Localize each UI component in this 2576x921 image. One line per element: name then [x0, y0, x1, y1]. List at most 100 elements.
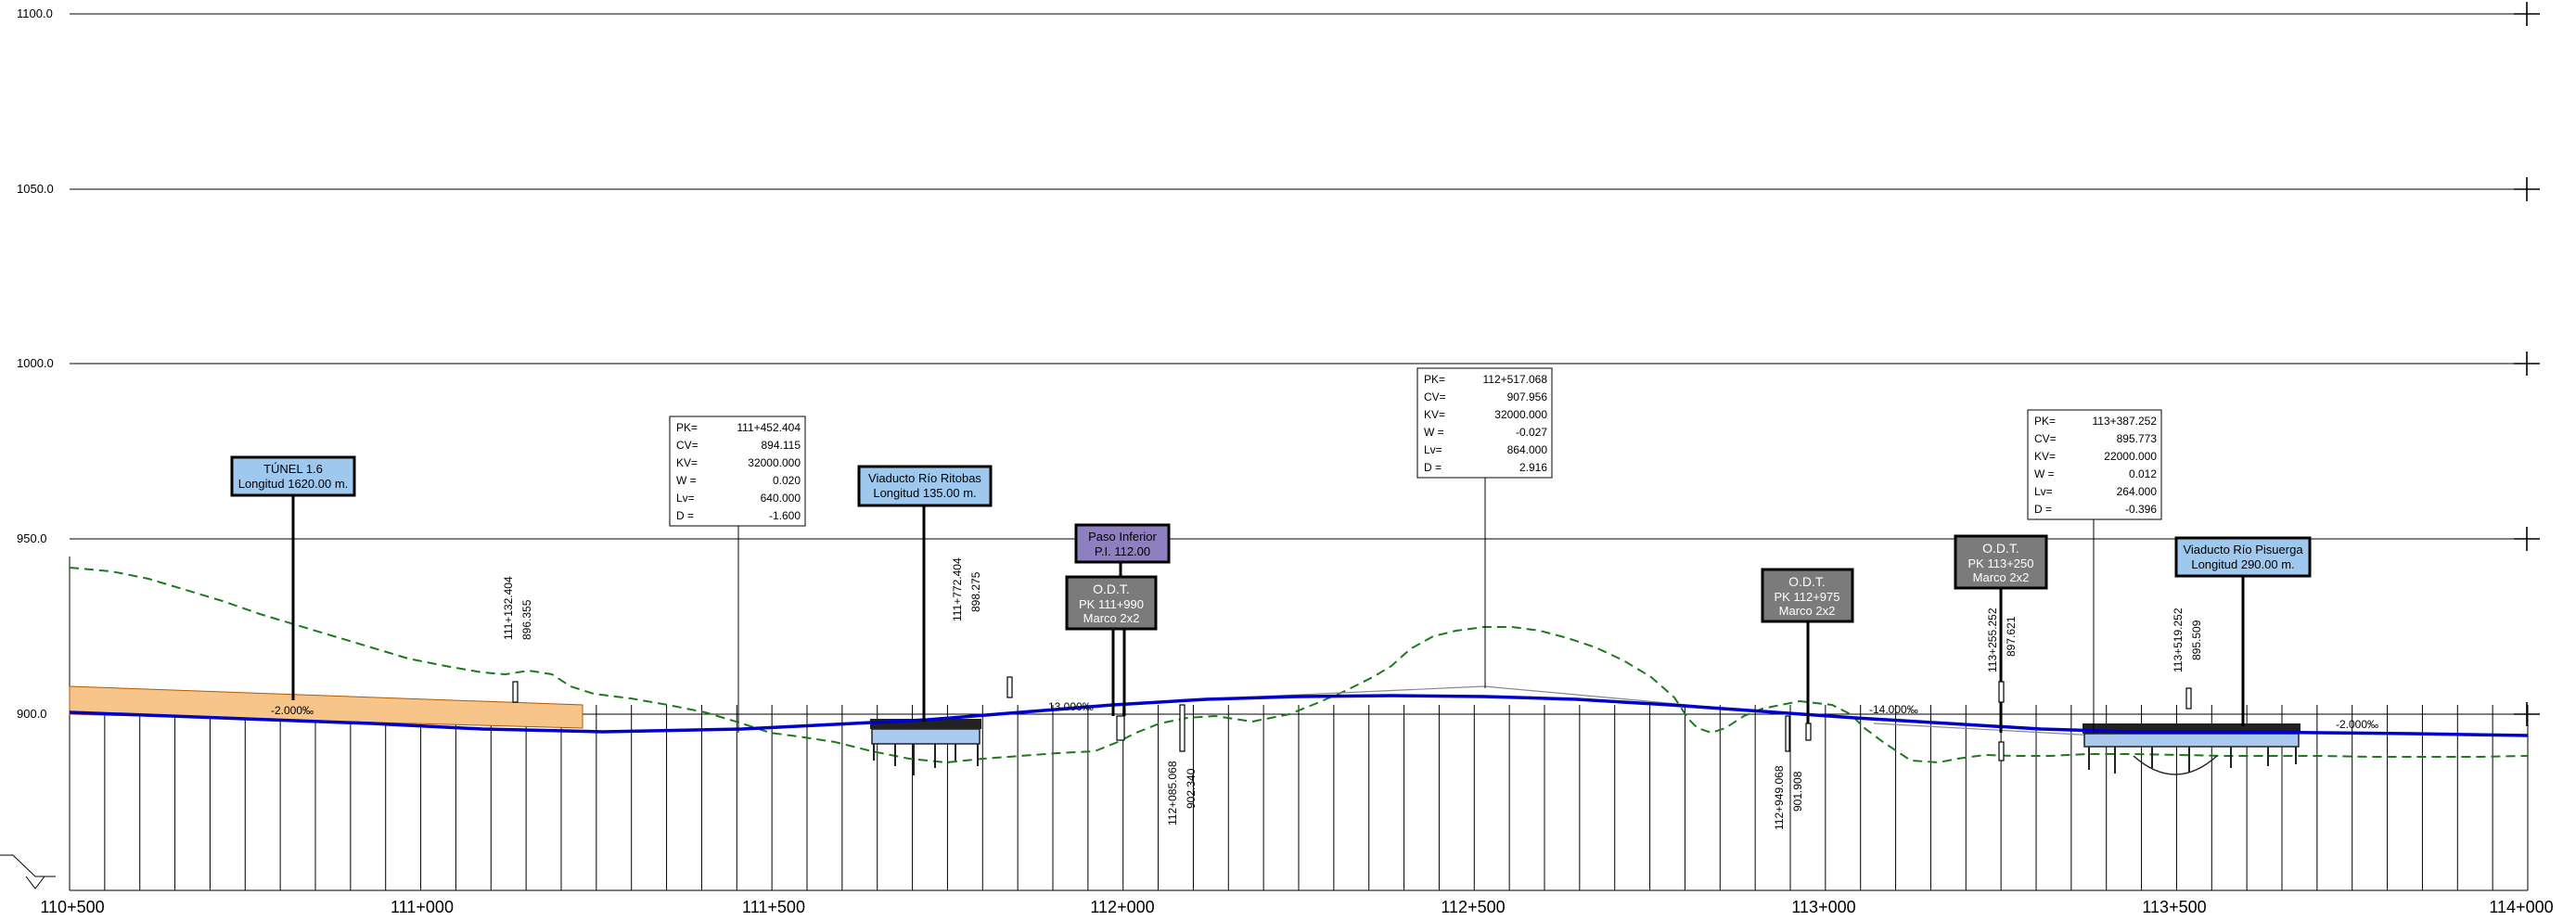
tunnel-name: TÚNEL 1.6	[263, 462, 323, 476]
chainage-label: 113+500	[2142, 898, 2206, 916]
ritobas-box: Viaducto Río Ritobas Longitud 135.00 m.	[857, 465, 993, 507]
table-value: 2.916	[1519, 461, 1547, 474]
pisuerga-length: Longitud 290.00 m.	[2191, 557, 2294, 571]
viaduct-deck	[870, 719, 981, 729]
point-marker	[2185, 687, 2192, 710]
elevation-labels: 1100.0 1050.0 1000.0 950.0 900.0	[17, 6, 54, 721]
table-value: 0.020	[773, 474, 801, 487]
point-marker	[512, 681, 519, 703]
viaduct-pisuerga	[2083, 723, 2300, 775]
table-key: D =	[1424, 461, 1442, 474]
odt-title: O.D.T.	[1093, 582, 1130, 596]
chainage-labels: 110+500 111+000 111+500 112+000 112+500 …	[40, 898, 2553, 916]
point-pk-label: 112+949.068	[1773, 765, 1786, 830]
ritobas-length: Longitud 135.00 m.	[873, 486, 976, 500]
tunnel-box: TÚNEL 1.6 Longitud 1620.00 m.	[230, 455, 356, 497]
viaduct-body	[871, 728, 980, 745]
point-pk-label: 113+519.252	[2172, 608, 2185, 672]
point-marker	[1006, 676, 1013, 698]
point-pk-label: 112+085.068	[1166, 761, 1179, 825]
point-markers	[512, 676, 2192, 761]
point-labels: 111+132.404 896.355 111+772.404 898.275 …	[502, 557, 2203, 830]
point-pk-label: 113+255.252	[1986, 608, 1999, 672]
viaduct-body	[2083, 733, 2300, 748]
odt-type: Marco 2x2	[1779, 604, 1836, 618]
elev-label: 1050.0	[17, 182, 54, 196]
table-key: KV=	[2034, 450, 2056, 463]
table-value: 264.000	[2117, 485, 2158, 498]
grade-label: 13.000‰	[1048, 700, 1094, 713]
tunnel-length: Longitud 1620.00 m.	[238, 477, 349, 491]
tangent-chord	[1237, 685, 1740, 710]
chainage-label: 114+000	[2489, 898, 2553, 916]
pisuerga-box: Viaducto Río Pisuerga Longitud 290.00 m.	[2174, 536, 2312, 578]
point-elev-label: 902.340	[1185, 768, 1198, 809]
grade-label: -2.000‰	[2336, 718, 2378, 731]
table-key: PK=	[676, 421, 698, 434]
table-key: CV=	[2034, 432, 2057, 445]
point-marker	[1998, 741, 2005, 761]
point-marker	[1998, 681, 2005, 703]
leader-lines	[291, 495, 2245, 733]
table-key: W =	[2034, 467, 2055, 480]
structure-labels: TÚNEL 1.6 Longitud 1620.00 m. Viaducto R…	[230, 455, 2312, 631]
table-value: 22000.000	[2104, 450, 2157, 463]
datum-icon	[0, 854, 56, 889]
odt-type: Marco 2x2	[1973, 570, 2030, 584]
odt-title: O.D.T.	[1788, 574, 1826, 589]
table-value: 0.012	[2129, 467, 2157, 480]
point-elev-label: 896.355	[520, 599, 533, 640]
table-key: PK=	[2034, 415, 2056, 428]
table-value: 111+452.404	[737, 421, 801, 434]
curve-table-2: PK= CV= KV= W = Lv= D = 112+517.068 907.…	[1416, 367, 1553, 479]
point-pk-label: 111+772.404	[951, 557, 964, 621]
grade-labels: -2.000‰ 13.000‰ -14.000‰ -2.000‰	[271, 700, 2378, 731]
ground-line	[69, 567, 2529, 764]
elev-label: 950.0	[17, 531, 47, 545]
curve-leaders	[737, 478, 2095, 733]
table-key: W =	[676, 474, 697, 487]
table-value: -0.396	[2125, 503, 2157, 516]
chainage-label: 110+500	[40, 898, 104, 916]
chainage-label: 112+000	[1090, 898, 1154, 916]
odt-title: O.D.T.	[1982, 541, 2019, 556]
odt-type: Marco 2x2	[1083, 611, 1140, 625]
table-key: PK=	[1424, 373, 1445, 386]
table-value: 32000.000	[1494, 408, 1547, 421]
elev-label: 1100.0	[17, 6, 53, 20]
table-key: KV=	[1424, 408, 1445, 421]
table-value: 894.115	[762, 439, 801, 452]
table-value: 864.000	[1507, 443, 1548, 456]
plus-marker	[2514, 2, 2540, 26]
point-elev-label: 898.275	[969, 571, 982, 612]
odt-pk: PK 111+990	[1079, 597, 1144, 611]
point-marker	[1179, 704, 1185, 752]
point-elev-label: 897.621	[2005, 616, 2018, 657]
point-marker	[1805, 723, 1812, 741]
chainage-label: 111+500	[742, 898, 805, 916]
table-key: KV=	[676, 456, 698, 469]
station-lines	[69, 556, 2529, 890]
table-value: 113+387.252	[2092, 415, 2157, 428]
table-key: CV=	[1424, 390, 1446, 403]
table-key: Lv=	[1424, 443, 1442, 456]
paso-inferior-box: Paso Inferior P.I. 112.00	[1074, 523, 1171, 564]
point-marker	[1116, 715, 1125, 741]
table-key: D =	[676, 509, 694, 522]
ritobas-name: Viaducto Río Ritobas	[868, 471, 981, 485]
chainage-label: 111+000	[391, 898, 454, 916]
odt-pk: PK 112+975	[1775, 590, 1840, 604]
plus-marker	[2514, 527, 2540, 551]
odt-pk: PK 113+250	[1968, 556, 2034, 570]
odt-box-1: O.D.T. PK 111+990 Marco 2x2	[1065, 575, 1158, 631]
paso-name: Paso Inferior	[1088, 530, 1157, 544]
table-value: -1.600	[769, 509, 801, 522]
table-value: 907.956	[1507, 390, 1548, 403]
odt-box-2: O.D.T. PK 112+975 Marco 2x2	[1761, 568, 1854, 623]
grade-line	[69, 694, 2529, 737]
point-elev-label: 895.509	[2190, 620, 2203, 660]
grid-end-markers	[2514, 2, 2540, 726]
point-elev-label: 901.908	[1791, 771, 1804, 812]
table-key: Lv=	[676, 492, 695, 505]
